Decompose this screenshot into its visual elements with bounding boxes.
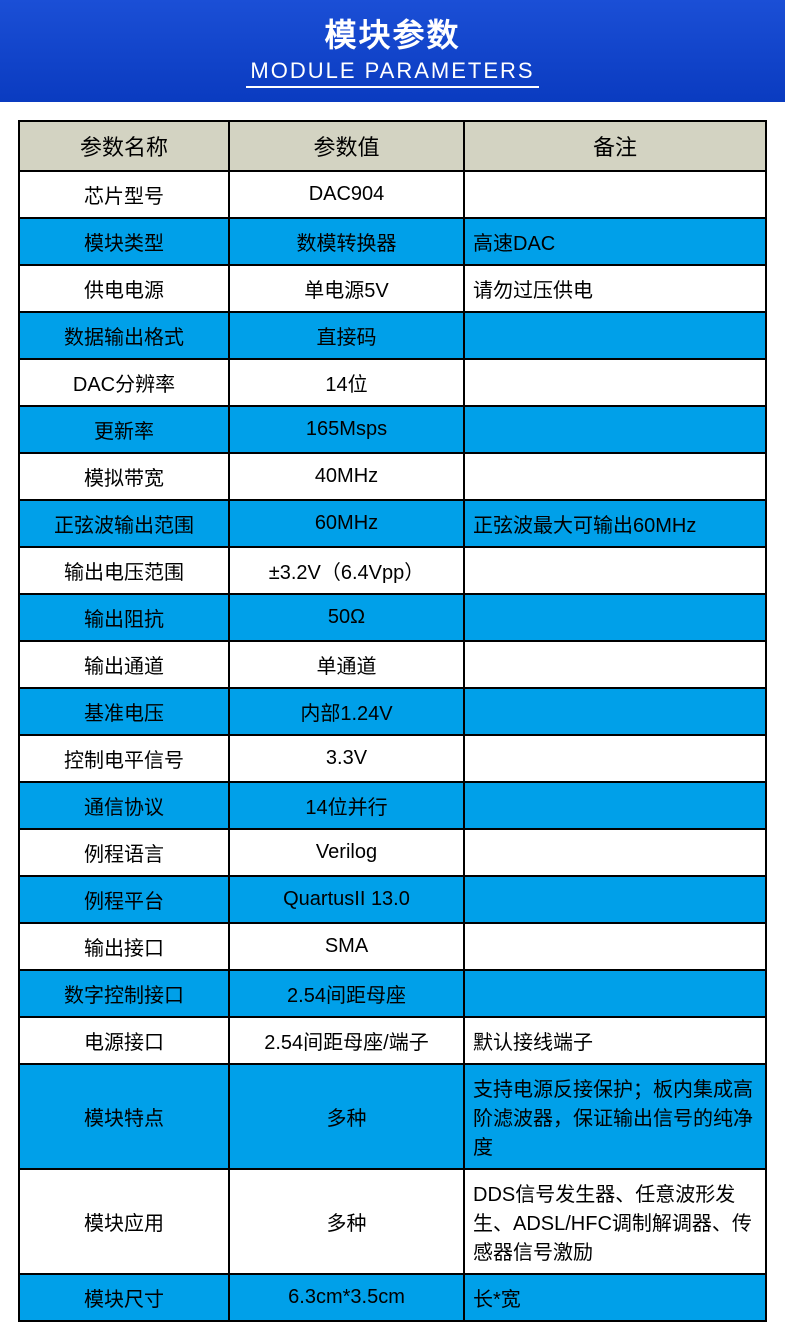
table-row: 电源接口2.54间距母座/端子默认接线端子 (19, 1017, 766, 1064)
param-remark-cell: DDS信号发生器、任意波形发生、ADSL/HFC调制解调器、传感器信号激励 (464, 1169, 766, 1274)
param-name-cell: 例程平台 (19, 876, 229, 923)
param-remark-cell (464, 547, 766, 594)
param-value-cell: Verilog (229, 829, 464, 876)
param-name-cell: 电源接口 (19, 1017, 229, 1064)
param-value-cell: 多种 (229, 1064, 464, 1169)
param-name-cell: 基准电压 (19, 688, 229, 735)
param-remark-cell (464, 359, 766, 406)
param-remark-cell (464, 171, 766, 218)
page-header: 模块参数 MODULE PARAMETERS (0, 0, 785, 102)
col-header-value: 参数值 (229, 121, 464, 171)
param-name-cell: DAC分辨率 (19, 359, 229, 406)
table-body: 芯片型号DAC904模块类型数模转换器高速DAC供电电源单电源5V请勿过压供电数… (19, 171, 766, 1321)
param-name-cell: 数字控制接口 (19, 970, 229, 1017)
table-row: 正弦波输出范围60MHz正弦波最大可输出60MHz (19, 500, 766, 547)
title-chinese: 模块参数 (0, 10, 785, 56)
param-remark-cell: 支持电源反接保护；板内集成高阶滤波器，保证输出信号的纯净度 (464, 1064, 766, 1169)
col-header-remark: 备注 (464, 121, 766, 171)
param-name-cell: 正弦波输出范围 (19, 500, 229, 547)
table-row: 更新率165Msps (19, 406, 766, 453)
table-row: 输出通道单通道 (19, 641, 766, 688)
param-remark-cell (464, 970, 766, 1017)
param-name-cell: 更新率 (19, 406, 229, 453)
table-row: 输出接口SMA (19, 923, 766, 970)
param-name-cell: 输出阻抗 (19, 594, 229, 641)
param-name-cell: 模块类型 (19, 218, 229, 265)
table-row: 数字控制接口2.54间距母座 (19, 970, 766, 1017)
param-value-cell: 3.3V (229, 735, 464, 782)
table-container: 参数名称 参数值 备注 芯片型号DAC904模块类型数模转换器高速DAC供电电源… (0, 102, 785, 1340)
param-name-cell: 输出通道 (19, 641, 229, 688)
param-remark-cell: 默认接线端子 (464, 1017, 766, 1064)
param-name-cell: 例程语言 (19, 829, 229, 876)
param-value-cell: 2.54间距母座 (229, 970, 464, 1017)
param-name-cell: 输出接口 (19, 923, 229, 970)
param-name-cell: 芯片型号 (19, 171, 229, 218)
parameters-table: 参数名称 参数值 备注 芯片型号DAC904模块类型数模转换器高速DAC供电电源… (18, 120, 767, 1322)
param-remark-cell (464, 641, 766, 688)
table-row: 模块应用多种DDS信号发生器、任意波形发生、ADSL/HFC调制解调器、传感器信… (19, 1169, 766, 1274)
param-remark-cell (464, 406, 766, 453)
param-name-cell: 模块特点 (19, 1064, 229, 1169)
param-name-cell: 模块尺寸 (19, 1274, 229, 1321)
param-remark-cell: 高速DAC (464, 218, 766, 265)
table-row: 输出电压范围±3.2V（6.4Vpp） (19, 547, 766, 594)
param-value-cell: DAC904 (229, 171, 464, 218)
param-value-cell: 直接码 (229, 312, 464, 359)
param-remark-cell: 正弦波最大可输出60MHz (464, 500, 766, 547)
table-row: 模块特点多种支持电源反接保护；板内集成高阶滤波器，保证输出信号的纯净度 (19, 1064, 766, 1169)
param-name-cell: 供电电源 (19, 265, 229, 312)
param-remark-cell (464, 312, 766, 359)
table-row: 例程平台QuartusII 13.0 (19, 876, 766, 923)
param-value-cell: 内部1.24V (229, 688, 464, 735)
param-name-cell: 模块应用 (19, 1169, 229, 1274)
param-name-cell: 模拟带宽 (19, 453, 229, 500)
param-remark-cell: 请勿过压供电 (464, 265, 766, 312)
param-remark-cell (464, 923, 766, 970)
col-header-name: 参数名称 (19, 121, 229, 171)
param-name-cell: 输出电压范围 (19, 547, 229, 594)
table-row: 输出阻抗50Ω (19, 594, 766, 641)
param-remark-cell (464, 876, 766, 923)
param-value-cell: SMA (229, 923, 464, 970)
param-remark-cell (464, 829, 766, 876)
param-value-cell: 50Ω (229, 594, 464, 641)
table-row: 通信协议14位并行 (19, 782, 766, 829)
table-row: 基准电压内部1.24V (19, 688, 766, 735)
param-remark-cell (464, 782, 766, 829)
param-name-cell: 数据输出格式 (19, 312, 229, 359)
table-row: 数据输出格式直接码 (19, 312, 766, 359)
title-english: MODULE PARAMETERS (246, 58, 538, 88)
table-row: 模块类型数模转换器高速DAC (19, 218, 766, 265)
param-value-cell: 数模转换器 (229, 218, 464, 265)
param-value-cell: 单电源5V (229, 265, 464, 312)
param-value-cell: QuartusII 13.0 (229, 876, 464, 923)
table-row: 芯片型号DAC904 (19, 171, 766, 218)
table-row: 模块尺寸6.3cm*3.5cm长*宽 (19, 1274, 766, 1321)
param-value-cell: 6.3cm*3.5cm (229, 1274, 464, 1321)
param-remark-cell (464, 688, 766, 735)
param-value-cell: 165Msps (229, 406, 464, 453)
table-row: 控制电平信号3.3V (19, 735, 766, 782)
table-header-row: 参数名称 参数值 备注 (19, 121, 766, 171)
table-row: 例程语言Verilog (19, 829, 766, 876)
param-remark-cell (464, 453, 766, 500)
param-value-cell: 40MHz (229, 453, 464, 500)
param-name-cell: 通信协议 (19, 782, 229, 829)
param-remark-cell (464, 735, 766, 782)
param-remark-cell: 长*宽 (464, 1274, 766, 1321)
param-value-cell: 14位并行 (229, 782, 464, 829)
table-row: 供电电源单电源5V请勿过压供电 (19, 265, 766, 312)
param-value-cell: 单通道 (229, 641, 464, 688)
param-remark-cell (464, 594, 766, 641)
param-name-cell: 控制电平信号 (19, 735, 229, 782)
param-value-cell: ±3.2V（6.4Vpp） (229, 547, 464, 594)
table-row: 模拟带宽40MHz (19, 453, 766, 500)
table-row: DAC分辨率14位 (19, 359, 766, 406)
param-value-cell: 2.54间距母座/端子 (229, 1017, 464, 1064)
param-value-cell: 60MHz (229, 500, 464, 547)
param-value-cell: 14位 (229, 359, 464, 406)
param-value-cell: 多种 (229, 1169, 464, 1274)
